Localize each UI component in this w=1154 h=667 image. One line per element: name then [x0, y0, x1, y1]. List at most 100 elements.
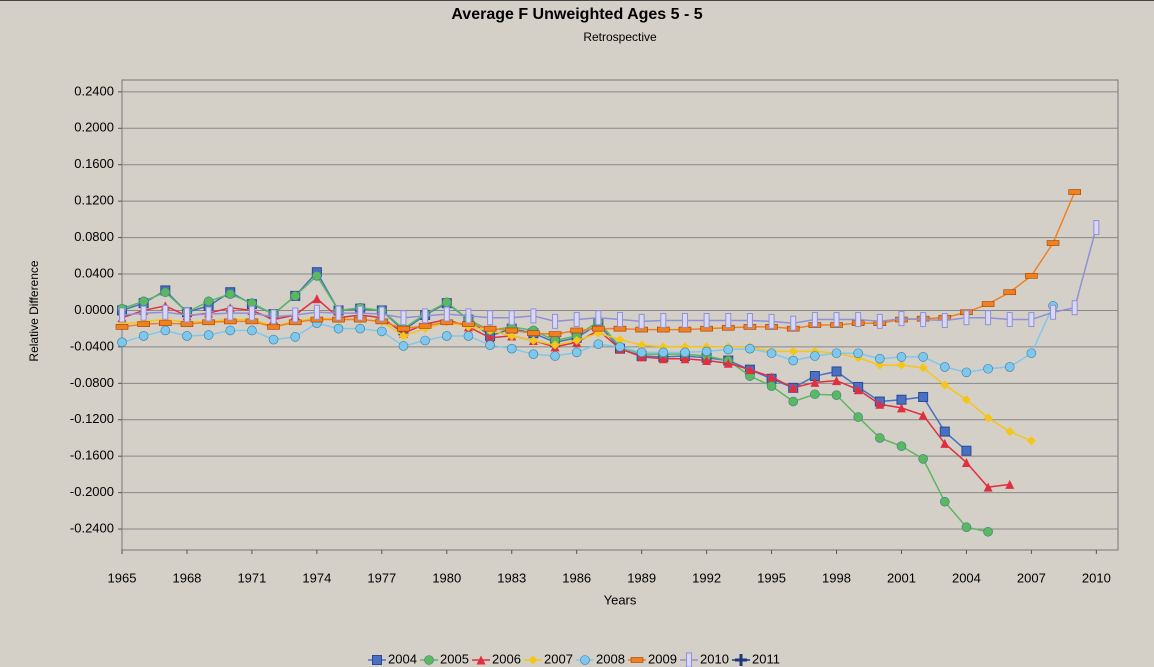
marker: [961, 367, 972, 378]
marker: [636, 347, 647, 358]
marker: [963, 310, 970, 326]
marker: [637, 340, 647, 350]
marker: [810, 377, 820, 387]
y-tick-label: -0.0800: [70, 375, 114, 390]
marker: [1026, 348, 1037, 359]
marker: [160, 287, 171, 298]
marker: [203, 330, 214, 340]
marker: [333, 323, 344, 334]
legend-marker: [476, 655, 486, 665]
marker: [617, 312, 623, 328]
marker: [961, 522, 972, 533]
x-tick-label: 1971: [237, 570, 266, 585]
marker: [183, 307, 190, 323]
x-tick-label: 2001: [887, 570, 916, 585]
chart-title: Average F Unweighted Ages 5 - 5: [451, 6, 702, 23]
marker: [940, 380, 950, 390]
marker: [788, 355, 799, 366]
marker: [680, 347, 690, 358]
marker: [357, 305, 364, 321]
x-tick-label: 1965: [108, 570, 137, 585]
marker: [115, 324, 129, 330]
marker: [205, 306, 212, 322]
marker: [1006, 312, 1013, 328]
series: [117, 271, 993, 537]
x-tick-label: 2007: [1017, 570, 1046, 585]
marker: [853, 348, 863, 359]
marker: [939, 426, 950, 437]
marker: [961, 445, 972, 456]
series-line: [121, 227, 1098, 324]
legend-marker: [528, 655, 538, 665]
marker: [552, 313, 559, 329]
marker: [290, 291, 301, 301]
marker: [681, 312, 688, 328]
x-tick-label: 2004: [952, 570, 981, 585]
marker: [961, 458, 971, 468]
marker: [465, 308, 472, 324]
marker: [723, 344, 734, 355]
y-axis-label: Relative Difference: [27, 260, 41, 361]
marker: [592, 325, 605, 332]
marker: [508, 310, 515, 326]
marker: [940, 438, 950, 448]
marker: [247, 325, 257, 336]
y-tick-label: 0.1600: [74, 156, 114, 171]
marker: [160, 325, 171, 336]
y-tick-label: -0.2000: [70, 484, 114, 499]
marker: [788, 346, 798, 356]
marker: [443, 306, 450, 322]
marker: [831, 366, 842, 377]
marker: [550, 340, 560, 350]
marker: [983, 526, 993, 537]
marker: [876, 313, 883, 329]
marker: [831, 348, 842, 359]
marker: [483, 325, 497, 332]
marker: [487, 310, 494, 326]
marker: [137, 321, 150, 327]
marker: [918, 410, 928, 420]
marker: [831, 390, 842, 400]
marker: [833, 312, 840, 328]
marker: [335, 305, 342, 321]
x-tick-label: 1995: [757, 570, 786, 585]
x-tick-label: 2010: [1082, 570, 1111, 585]
legend-marker: [735, 654, 747, 666]
marker: [1005, 479, 1015, 489]
marker: [896, 403, 906, 413]
marker: [615, 342, 625, 352]
marker: [138, 331, 149, 341]
marker: [571, 347, 582, 358]
marker: [570, 327, 583, 334]
marker: [398, 341, 409, 351]
legend-marker: [372, 655, 382, 665]
x-tick-label: 1992: [692, 570, 721, 585]
marker: [788, 396, 799, 407]
marker: [766, 348, 777, 359]
marker: [985, 310, 992, 326]
marker: [593, 339, 604, 349]
marker: [378, 306, 385, 322]
marker: [983, 413, 993, 423]
legend: 2004 2005 2006 2007 2008 2009 2010 2011: [368, 651, 780, 667]
legend-item: 2009: [628, 651, 677, 666]
y-tick-label: 0.0000: [74, 302, 114, 317]
y-tick-label: 0.2000: [74, 120, 114, 135]
marker: [896, 352, 907, 362]
series-line: [121, 305, 1054, 374]
marker: [441, 331, 452, 341]
legend-label: 2009: [648, 651, 677, 666]
marker: [227, 305, 234, 321]
legend-item: 2005: [420, 651, 469, 666]
marker: [768, 313, 775, 329]
y-tick-label: -0.0400: [70, 338, 114, 353]
marker: [981, 301, 995, 307]
marker: [418, 323, 432, 329]
marker: [941, 312, 948, 328]
series: [117, 301, 1058, 378]
marker: [961, 395, 971, 405]
marker: [182, 331, 192, 341]
marker: [788, 383, 798, 393]
marker: [119, 307, 125, 323]
marker: [1050, 304, 1057, 320]
